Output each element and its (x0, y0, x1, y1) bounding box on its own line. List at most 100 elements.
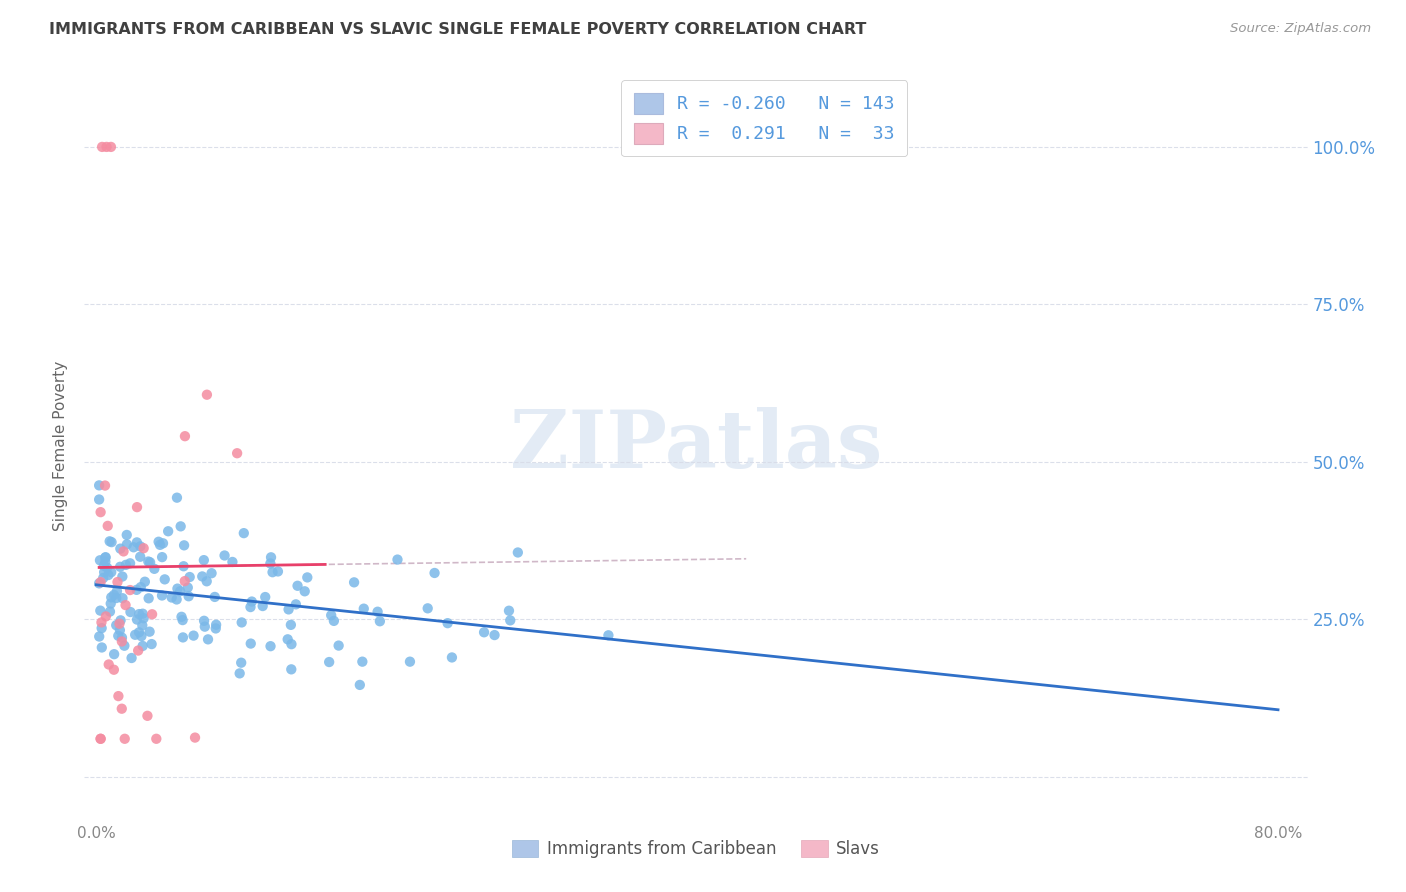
Point (166, 582, 188, 596)
Point (284, 598, 307, 612)
Point (136, 554, 159, 568)
Point (179, 570, 201, 584)
Point (105, 591, 128, 605)
Point (110, 541, 132, 556)
Point (115, 528, 138, 542)
Point (173, 559, 195, 574)
Point (239, 600, 262, 615)
Point (141, 607, 163, 622)
Point (416, 601, 439, 615)
Point (353, 601, 375, 615)
Point (112, 544, 135, 558)
Point (131, 618, 153, 632)
Point (89, 553, 111, 567)
Point (349, 678, 371, 692)
Point (89, 630, 111, 644)
Point (132, 611, 155, 625)
Point (100, 591, 122, 605)
Point (318, 655, 340, 669)
Point (322, 614, 344, 628)
Point (231, 615, 253, 630)
Point (112, 639, 135, 653)
Point (160, 591, 183, 605)
Point (267, 565, 290, 579)
Point (97, 657, 120, 672)
Point (94, 550, 117, 565)
Point (90, 640, 112, 655)
Point (129, 580, 152, 594)
Point (280, 637, 302, 651)
Point (107, 689, 129, 703)
Point (193, 614, 215, 628)
Point (108, 623, 131, 637)
Point (132, 541, 155, 556)
Point (399, 655, 422, 669)
Point (499, 613, 522, 627)
Point (193, 553, 215, 567)
Point (148, 534, 170, 549)
Point (287, 579, 309, 593)
Point (240, 594, 263, 608)
Point (93, 565, 115, 579)
Point (472, 625, 495, 640)
Point (239, 637, 262, 651)
Point (141, 637, 163, 651)
Point (259, 557, 281, 571)
Point (195, 388, 218, 402)
Point (108, 559, 131, 574)
Point (114, 731, 136, 746)
Point (131, 607, 153, 621)
Point (138, 624, 160, 639)
Point (484, 628, 506, 642)
Point (184, 731, 207, 745)
Point (114, 598, 136, 612)
Point (204, 622, 226, 636)
Point (321, 608, 343, 623)
Point (387, 552, 409, 566)
Point (277, 602, 299, 616)
Point (149, 538, 172, 552)
Point (166, 491, 188, 505)
Point (343, 575, 366, 590)
Y-axis label: Single Female Poverty: Single Female Poverty (53, 361, 69, 531)
Point (94, 555, 117, 569)
Point (277, 632, 299, 647)
Point (177, 589, 200, 603)
Point (169, 519, 191, 533)
Point (252, 599, 274, 613)
Point (90, 615, 112, 630)
Point (173, 574, 195, 588)
Point (131, 629, 153, 643)
Point (93, 558, 115, 573)
Point (294, 584, 316, 599)
Point (127, 643, 149, 657)
Point (100, 535, 122, 549)
Point (107, 574, 129, 589)
Point (103, 663, 125, 677)
Point (183, 629, 205, 643)
Point (280, 662, 302, 676)
Point (139, 555, 162, 569)
Point (98, 534, 121, 549)
Point (120, 557, 142, 571)
Point (136, 708, 159, 723)
Point (173, 538, 195, 552)
Point (195, 574, 218, 589)
Point (152, 536, 174, 550)
Point (90, 731, 112, 746)
Legend: Immigrants from Caribbean, Slavs: Immigrants from Caribbean, Slavs (505, 833, 887, 864)
Point (125, 535, 148, 549)
Point (122, 541, 145, 555)
Point (498, 604, 520, 618)
Point (254, 590, 277, 604)
Point (143, 562, 166, 576)
Point (228, 666, 250, 681)
Point (111, 591, 134, 606)
Point (97, 568, 120, 582)
Point (169, 584, 191, 599)
Point (89, 576, 111, 591)
Point (260, 550, 283, 565)
Point (91, 571, 114, 585)
Point (108, 616, 131, 631)
Text: ZIPatlas: ZIPatlas (510, 407, 882, 485)
